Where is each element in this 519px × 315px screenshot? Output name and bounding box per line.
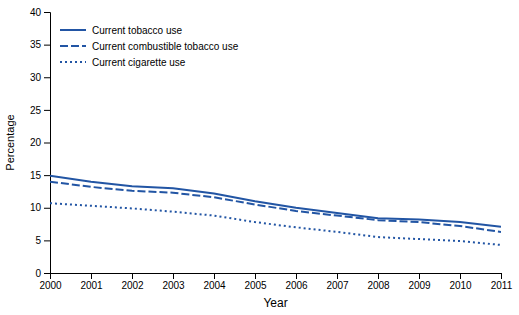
x-tick-mark: [296, 273, 297, 279]
x-tick-label: 2005: [244, 280, 267, 291]
y-tick: 5: [35, 235, 50, 246]
y-tick: 30: [30, 72, 50, 83]
x-tick-label: 2011: [491, 280, 513, 291]
y-tick-mark: [44, 240, 50, 241]
x-tick-label: 2003: [162, 280, 185, 291]
x-tick: 2009: [408, 273, 431, 291]
x-tick-mark: [460, 273, 461, 279]
y-tick-mark: [44, 110, 50, 111]
x-tick-label: 2002: [121, 280, 144, 291]
x-axis-line: [51, 274, 502, 280]
x-tick: 2006: [285, 273, 308, 291]
x-tick-label: 2007: [326, 280, 349, 291]
y-tick-label: 35: [30, 39, 42, 50]
legend-item: Current combustible tobacco use: [60, 41, 239, 52]
x-tick: 2002: [121, 273, 144, 291]
y-axis-line: [44, 13, 51, 274]
x-tick-mark: [173, 273, 174, 279]
y-tick-label: 40: [30, 7, 42, 18]
x-tick-mark: [91, 273, 92, 279]
x-tick: 2000: [39, 273, 62, 291]
y-tick-mark: [44, 12, 50, 13]
x-tick-mark: [214, 273, 215, 279]
x-tick: 2011: [491, 273, 513, 291]
legend-item: Current cigarette use: [60, 57, 186, 68]
x-tick-label: 2000: [39, 280, 62, 291]
y-axis: 0 5 10 15 20 25 30 35 40: [30, 7, 51, 279]
x-tick: 2007: [326, 273, 349, 291]
legend-item: Current tobacco use: [60, 25, 182, 36]
x-tick-mark: [501, 273, 502, 279]
y-tick-label: 5: [35, 235, 41, 246]
lines: [50, 176, 501, 245]
legend-swatch: [60, 29, 86, 31]
x-tick-label: 2001: [80, 280, 103, 291]
y-tick-label: 20: [30, 137, 42, 148]
y-tick-mark: [44, 143, 50, 144]
x-tick-label: 2004: [203, 280, 226, 291]
y-tick-mark: [44, 273, 50, 274]
x-tick-mark: [419, 273, 420, 279]
series-line: [50, 176, 501, 227]
y-tick: 40: [30, 7, 50, 18]
y-tick: 35: [30, 39, 50, 50]
plot: 2000200120022003200420052006200720082009…: [30, 7, 513, 291]
y-tick-label: 15: [30, 170, 42, 181]
x-tick-label: 2006: [285, 280, 308, 291]
x-tick-mark: [378, 273, 379, 279]
y-tick-label: 10: [30, 202, 42, 213]
x-tick: 2001: [80, 273, 103, 291]
y-tick: 20: [30, 137, 50, 148]
x-tick-label: 2009: [408, 280, 431, 291]
legend-swatch: [60, 45, 86, 47]
legend-swatch: [60, 61, 86, 63]
x-tick: 2004: [203, 273, 226, 291]
y-tick-mark: [44, 45, 50, 46]
y-tick: 10: [30, 202, 50, 213]
x-tick-mark: [337, 273, 338, 279]
y-tick-mark: [44, 175, 50, 176]
series-line: [50, 203, 501, 245]
y-tick-mark: [44, 77, 50, 78]
y-tick-label: 30: [30, 72, 42, 83]
x-tick-label: 2010: [449, 280, 472, 291]
x-tick: 2010: [449, 273, 472, 291]
legend: Current tobacco use Current combustible t…: [60, 25, 239, 68]
x-tick-mark: [132, 273, 133, 279]
y-tick-mark: [44, 208, 50, 209]
x-tick: 2005: [244, 273, 267, 291]
x-axis-title: Year: [263, 296, 287, 310]
x-tick-label: 2008: [367, 280, 390, 291]
legend-label: Current combustible tobacco use: [92, 41, 239, 52]
chart: 2000200120022003200420052006200720082009…: [0, 0, 519, 315]
x-tick: 2003: [162, 273, 185, 291]
y-tick: 0: [35, 268, 50, 279]
legend-label: Current tobacco use: [92, 25, 182, 36]
y-tick: 15: [30, 170, 50, 181]
legend-label: Current cigarette use: [92, 57, 186, 68]
y-tick-label: 0: [35, 268, 41, 279]
x-axis: 2000 2001 2002 2003 2004 2005 2006 2007 2008 2009…: [39, 273, 512, 291]
y-tick: 25: [30, 105, 50, 116]
y-axis-title: Percentage: [4, 114, 16, 170]
x-tick-mark: [255, 273, 256, 279]
x-tick: 2008: [367, 273, 390, 291]
y-tick-label: 25: [30, 105, 42, 116]
